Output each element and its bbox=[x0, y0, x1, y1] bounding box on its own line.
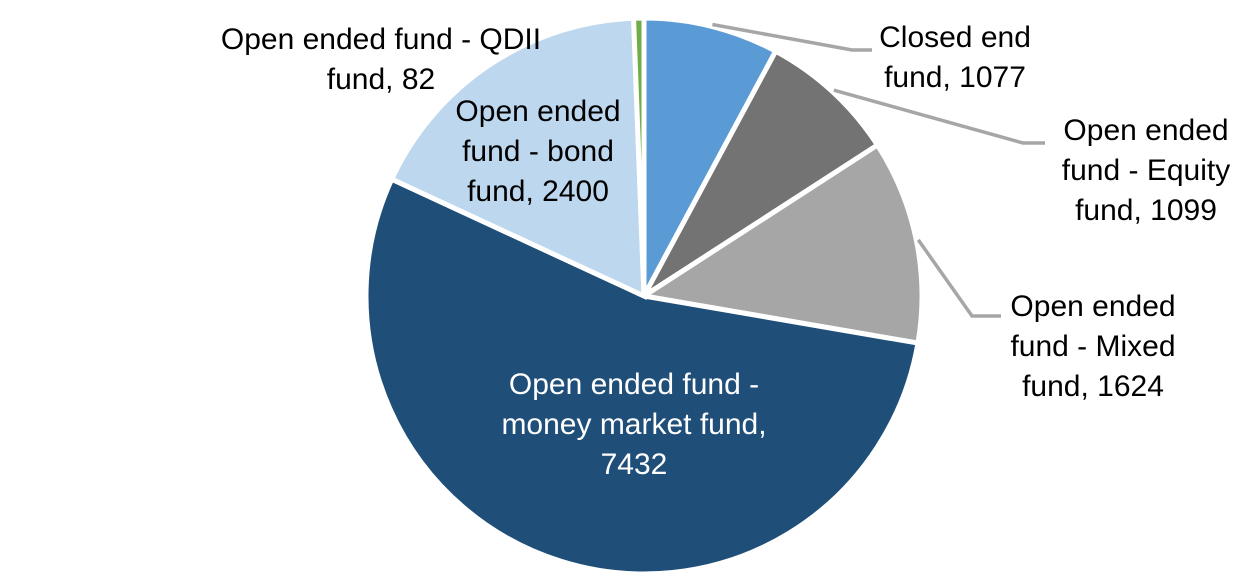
data-label-line: Open ended bbox=[1010, 290, 1176, 323]
data-label-line: fund, 82 bbox=[326, 63, 436, 96]
data-label-open-ended-fund-equity-fund: Open ended fund - Equity fund, 1099 bbox=[1062, 111, 1230, 231]
data-label-line: Open ended fund - bbox=[508, 368, 760, 401]
data-label-line: fund - Mixed bbox=[1010, 330, 1176, 363]
data-label-line: fund - bond bbox=[462, 135, 614, 168]
leader-line-open-ended-fund-mixed-fund bbox=[916, 238, 1001, 318]
pie-slice-open-ended-fund-money-market-fund bbox=[363, 175, 921, 577]
data-label-open-ended-fund-qdii-fund: Open ended fund - QDII fund, 82 bbox=[221, 20, 541, 100]
pie-slice-open-ended-fund-mixed-fund bbox=[637, 141, 925, 346]
data-label-line: fund, 2400 bbox=[467, 175, 609, 208]
data-label-closed-end-fund: Closed end fund, 1077 bbox=[879, 18, 1031, 98]
pie-slice-open-ended-fund-bond-fund bbox=[388, 15, 647, 300]
data-label-open-ended-fund-money-market-fund: Open ended fund - money market fund, 743… bbox=[501, 365, 766, 485]
leader-line-closed-end-fund bbox=[712, 22, 872, 52]
data-label-open-ended-fund-bond-fund: Open ended fund - bond fund, 2400 bbox=[455, 92, 620, 212]
data-label-line: Open ended bbox=[1063, 114, 1229, 147]
data-label-line: Open ended bbox=[455, 95, 621, 128]
data-label-line: money market fund, bbox=[501, 408, 767, 441]
data-label-line: Open ended fund - QDII bbox=[220, 23, 542, 56]
data-label-line: Closed end bbox=[879, 21, 1031, 54]
data-label-open-ended-fund-mixed-fund: Open ended fund - Mixed fund, 1624 bbox=[1010, 287, 1175, 407]
data-label-line: 7432 bbox=[600, 448, 668, 481]
data-label-line: fund, 1624 bbox=[1022, 370, 1164, 403]
pie-slice-open-ended-fund-equity-fund bbox=[641, 47, 881, 299]
pie-slice-open-ended-fund-qdii-fund bbox=[630, 15, 647, 297]
data-label-line: fund, 1099 bbox=[1075, 194, 1217, 227]
data-label-line: fund - Equity bbox=[1061, 154, 1231, 187]
pie-slice-closed-end-fund bbox=[641, 15, 780, 298]
data-label-line: fund, 1077 bbox=[884, 61, 1026, 94]
leader-line-open-ended-fund-equity-fund bbox=[833, 88, 1045, 145]
